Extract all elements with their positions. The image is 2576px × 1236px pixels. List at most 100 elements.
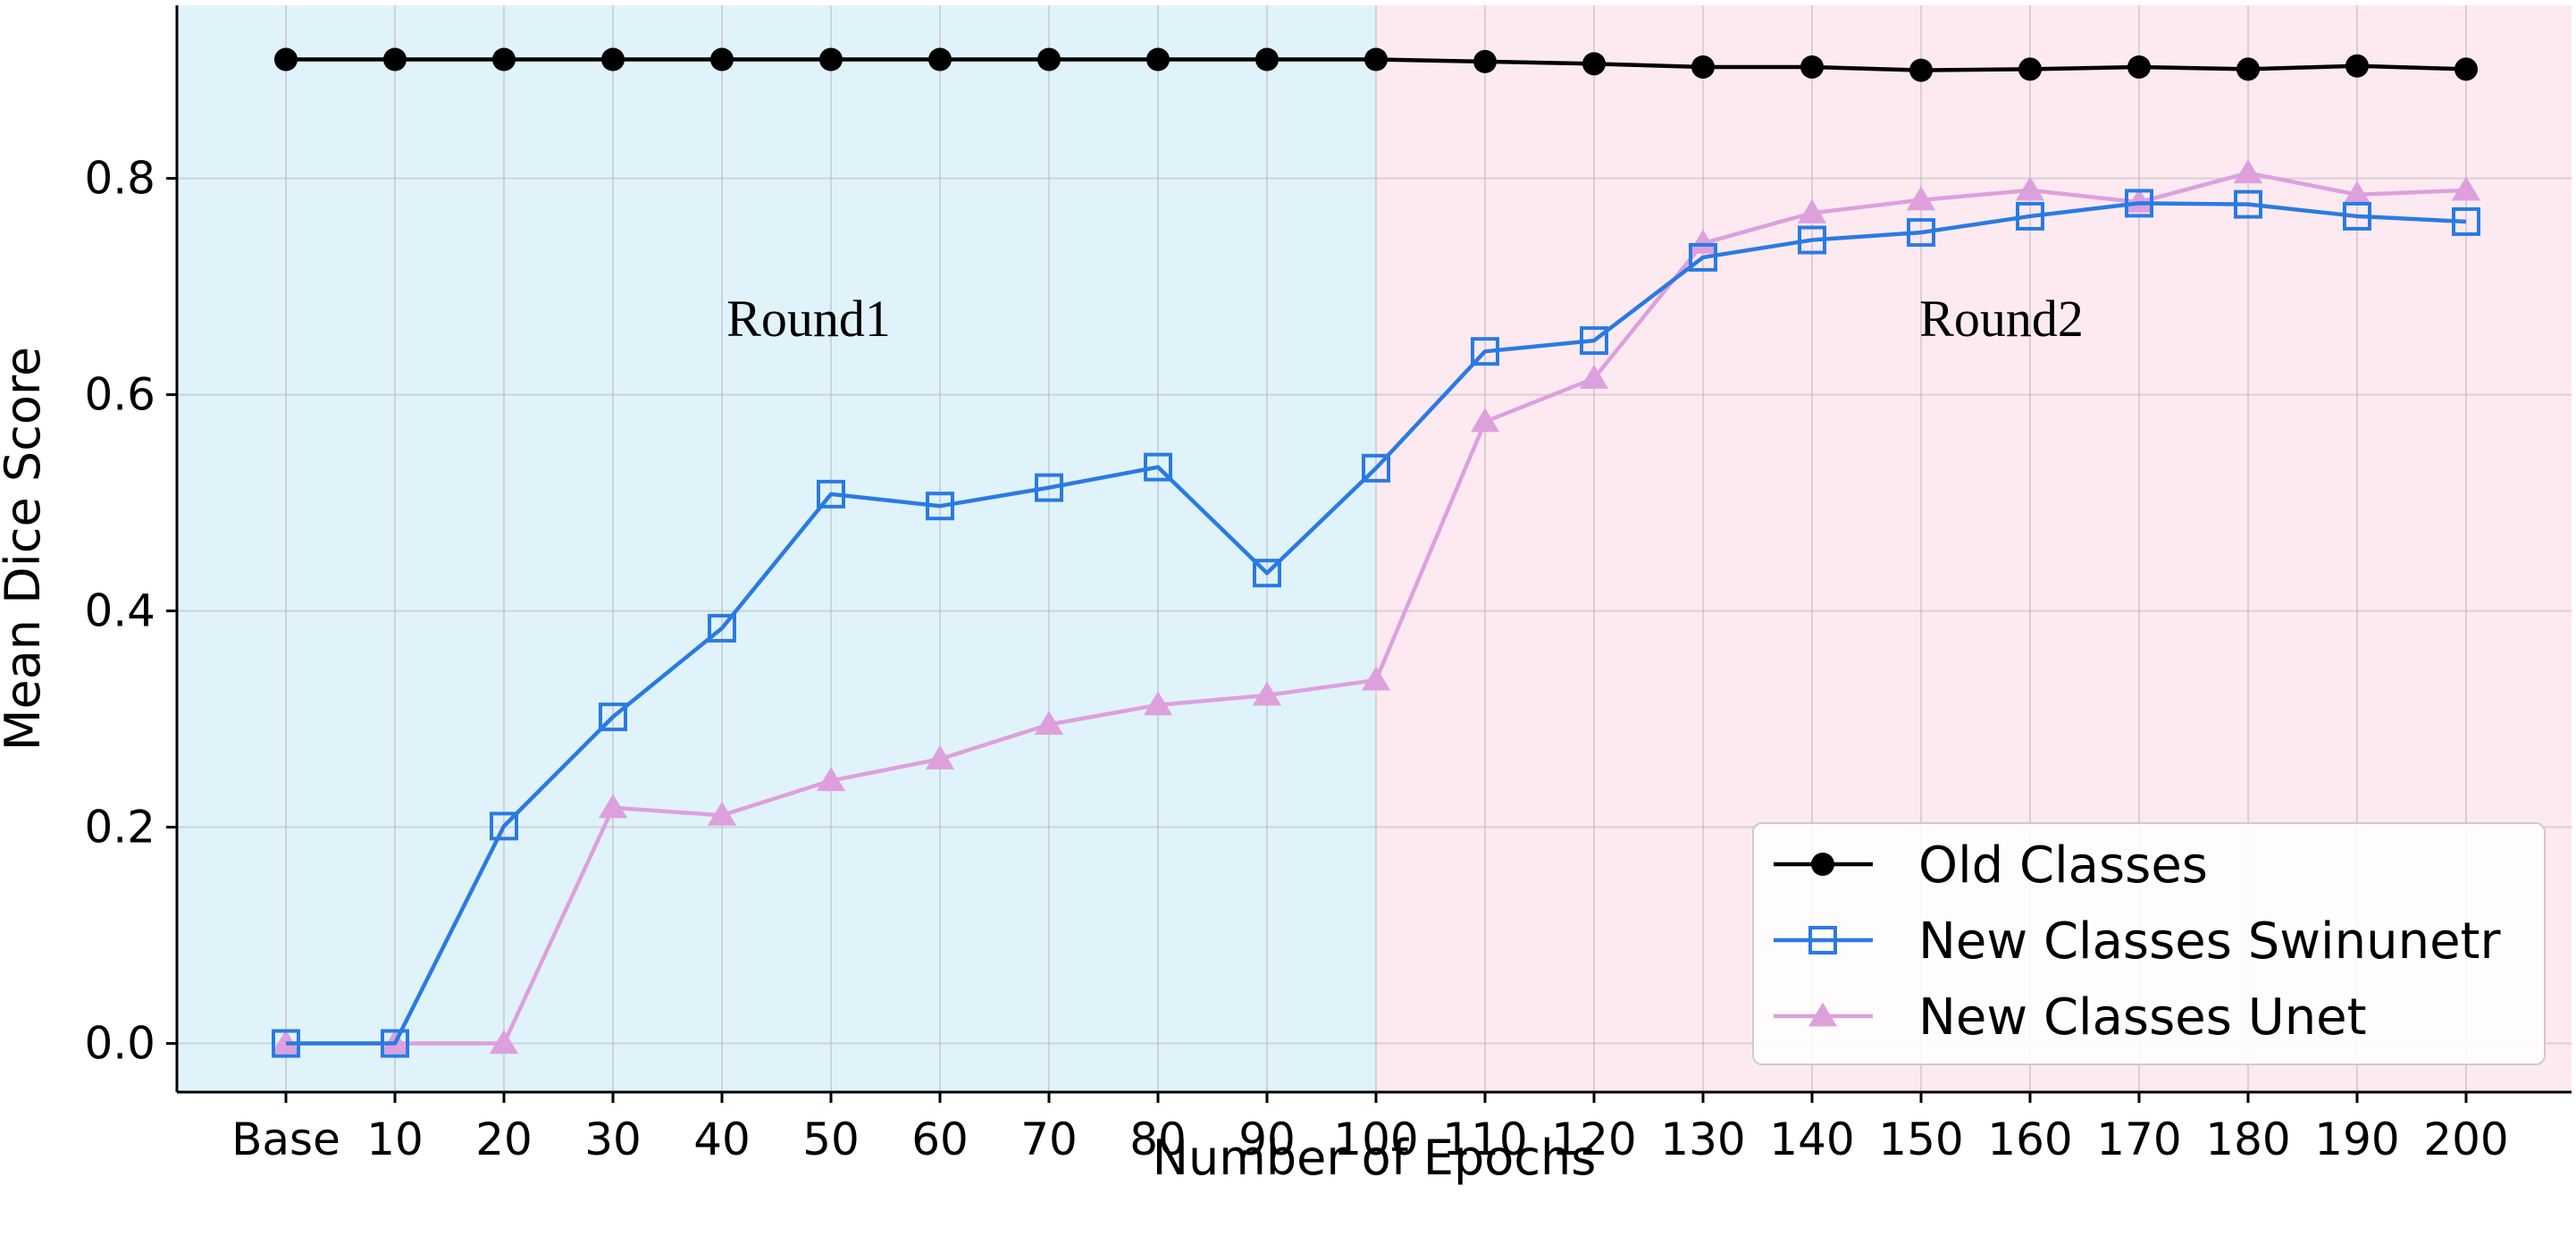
data-point [2342, 181, 2372, 206]
series-new-classes-swinunetr [272, 189, 2480, 1058]
legend: Old Classes New Classes Swinunetr New Clas… [1752, 822, 2546, 1065]
x-tick-label: 170 [2096, 1114, 2181, 1165]
data-point [2124, 188, 2154, 213]
data-point [1034, 710, 1064, 736]
x-tick-label: 190 [2314, 1114, 2399, 1165]
data-point [274, 47, 298, 71]
data-point [489, 1030, 519, 1055]
data-point [1798, 225, 1826, 255]
legend-entry: New Classes Unet [1774, 988, 2367, 1047]
data-point [2016, 201, 2044, 231]
legend-box [1752, 822, 2546, 1065]
x-axis-label: Number of Epochs [1153, 1130, 1597, 1186]
data-point [1688, 229, 1718, 254]
data-point [1907, 218, 1935, 248]
data-point [1909, 58, 1933, 82]
data-point [492, 47, 516, 71]
data-point [817, 479, 845, 509]
data-point [819, 47, 843, 71]
data-point [1144, 452, 1172, 482]
y-axis-label: Mean Dice Score [0, 347, 51, 751]
data-point [1143, 691, 1173, 716]
legend-label: New Classes Unet [1918, 988, 2367, 1047]
data-point [1146, 47, 1170, 71]
data-point [1471, 337, 1499, 366]
x-tick-label: 20 [475, 1114, 533, 1165]
data-point [1580, 326, 1608, 356]
data-point [490, 811, 518, 841]
data-point [2451, 176, 2481, 201]
legend-swatch-marker [1808, 926, 1837, 954]
legend-entry: New Classes Swinunetr [1774, 912, 2501, 971]
annotations: Round1 Round2 [726, 290, 2084, 348]
y-tick-label: 0.4 [84, 585, 155, 637]
background-regions [177, 5, 2572, 1092]
series-old-classes [274, 47, 2478, 82]
round2-annotation: Round2 [1919, 290, 2084, 348]
x-tick-label: 100 [1333, 1114, 1418, 1165]
y-tick-label: 0.6 [84, 369, 155, 421]
data-point [1035, 473, 1063, 502]
data-point [2127, 55, 2151, 79]
data-point [1470, 408, 1500, 433]
data-point [383, 47, 407, 71]
round1-annotation: Round1 [726, 290, 891, 348]
series-line [286, 201, 2467, 1046]
data-point [708, 613, 736, 643]
legend-label: Old Classes [1918, 837, 2208, 895]
data-point [2452, 206, 2480, 236]
data-point [1906, 186, 1936, 211]
data-point [381, 1029, 409, 1058]
data-point [1691, 55, 1715, 79]
data-point [2345, 54, 2369, 78]
x-tick-label: 180 [2205, 1114, 2290, 1165]
x-tick-label: 80 [1129, 1114, 1187, 1165]
data-point [2233, 159, 2263, 184]
x-tick-label: 150 [1878, 1114, 1963, 1165]
data-point [1797, 198, 1827, 223]
data-point [1579, 365, 1609, 389]
data-point [2125, 189, 2153, 218]
x-tick-label: Base [231, 1114, 340, 1165]
data-point [272, 1029, 300, 1058]
x-tick-label: 30 [584, 1114, 642, 1165]
x-tick-label: 110 [1442, 1114, 1527, 1165]
y-tick-label: 0.0 [84, 1018, 155, 1070]
data-point [707, 801, 737, 826]
x-tick-label: 90 [1238, 1114, 1296, 1165]
x-tick-label: 40 [693, 1114, 751, 1165]
legend-label: New Classes Swinunetr [1918, 912, 2501, 971]
x-tick-label: 10 [366, 1114, 424, 1165]
data-point [1361, 666, 1391, 691]
x-tick-label: 160 [1987, 1114, 2072, 1165]
legend-swatch-marker [1808, 1002, 1838, 1027]
data-point [1689, 242, 1717, 272]
data-point [1582, 52, 1606, 76]
data-point [1473, 49, 1497, 73]
data-point [1362, 453, 1390, 483]
data-point [928, 47, 952, 71]
y-tick-label: 0.8 [84, 153, 155, 205]
x-tick-label: 120 [1551, 1114, 1636, 1165]
data-point [1255, 47, 1279, 71]
x-tick-label: 50 [802, 1114, 860, 1165]
x-tick-label: 200 [2423, 1114, 2508, 1165]
x-tick-label: 60 [911, 1114, 969, 1165]
legend-swatch-marker [1811, 853, 1834, 876]
ticks: Base 10 20 30 40 50 60 70 80 90 100 110 120 130 140 150… [84, 153, 2508, 1165]
data-point [1800, 55, 1824, 79]
data-point [1253, 559, 1281, 588]
legend-entry: Old Classes [1774, 837, 2208, 895]
data-point [2018, 57, 2042, 81]
data-point [926, 492, 954, 521]
data-point [1252, 681, 1282, 706]
data-point [816, 767, 846, 792]
data-point [2015, 176, 2045, 201]
data-point [2454, 57, 2478, 81]
y-tick-label: 0.2 [84, 802, 155, 853]
data-point [1037, 47, 1061, 71]
data-point [601, 47, 625, 71]
data-point [598, 794, 628, 819]
data-point [1364, 47, 1388, 71]
